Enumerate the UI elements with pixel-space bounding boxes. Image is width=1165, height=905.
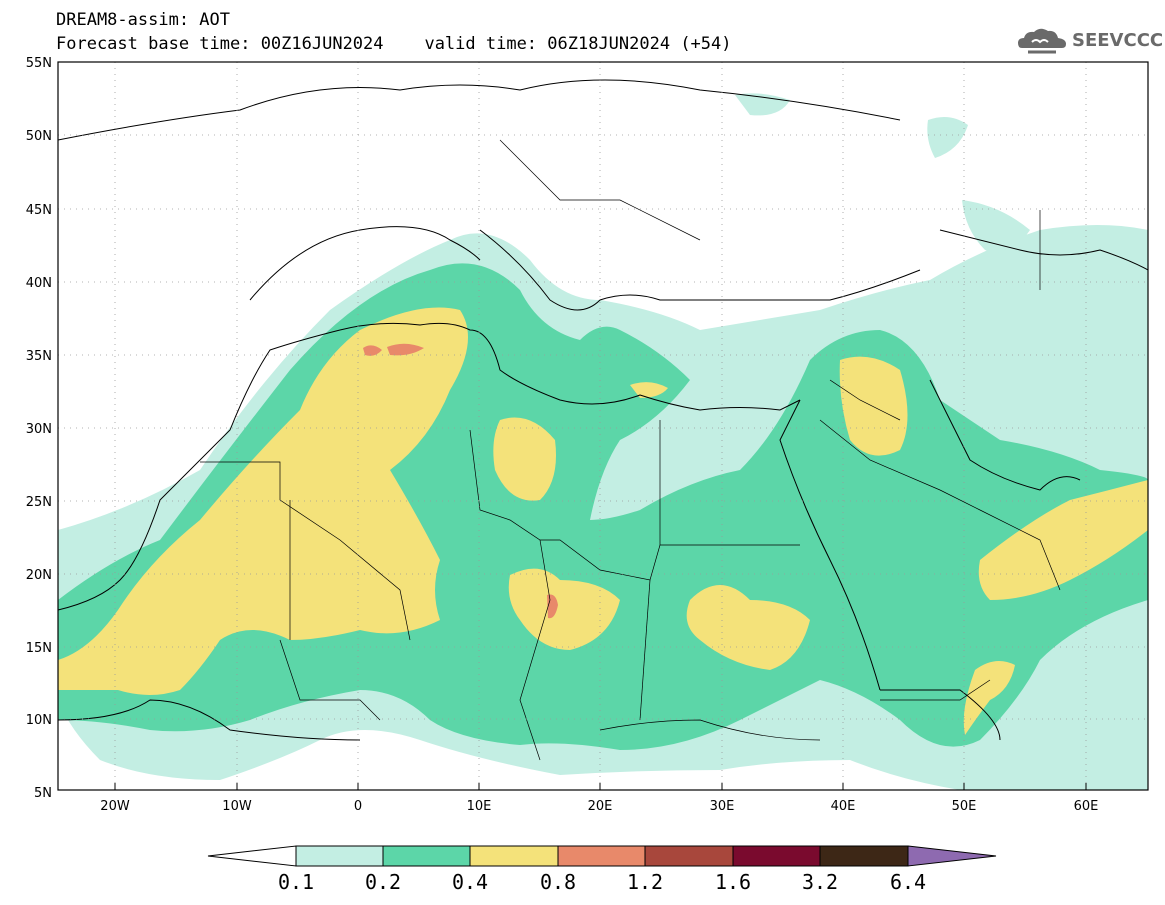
colorbar bbox=[207, 845, 997, 867]
lon-label: 40E bbox=[831, 799, 856, 814]
colorbar-label: 0.4 bbox=[451, 870, 489, 894]
lon-label: 50E bbox=[952, 799, 977, 814]
colorbar-label: 1.2 bbox=[626, 870, 664, 894]
lat-label: 45N bbox=[26, 203, 52, 218]
colorbar-segment bbox=[295, 845, 384, 867]
colorbar-label: 6.4 bbox=[889, 870, 927, 894]
lat-label: 15N bbox=[26, 641, 52, 656]
aot-band-0.1-north bbox=[735, 93, 1030, 253]
colorbar-label: 0.8 bbox=[539, 870, 577, 894]
colorbar-over-arrow bbox=[907, 845, 997, 867]
colorbar-segment bbox=[469, 845, 559, 867]
colorbar-label: 3.2 bbox=[801, 870, 839, 894]
colorbar-segment bbox=[557, 845, 646, 867]
map-frame bbox=[57, 61, 1149, 791]
colorbar-label: 0.2 bbox=[364, 870, 402, 894]
logo-text: SEEVCCC bbox=[1072, 30, 1164, 51]
lat-label: 35N bbox=[26, 349, 52, 364]
lon-label: 10W bbox=[222, 799, 252, 814]
colorbar-segment bbox=[644, 845, 734, 867]
aot-field bbox=[58, 93, 1148, 790]
colorbar-under-arrow bbox=[207, 845, 297, 867]
lat-label: 50N bbox=[26, 129, 52, 144]
lon-label: 60E bbox=[1074, 799, 1099, 814]
lon-label: 20E bbox=[588, 799, 613, 814]
lat-label: 30N bbox=[26, 422, 52, 437]
lat-label: 20N bbox=[26, 568, 52, 583]
lon-label: 0 bbox=[354, 799, 362, 814]
forecast-time-line: Forecast base time: 00Z16JUN2024 valid t… bbox=[56, 34, 732, 54]
colorbar-segment bbox=[819, 845, 909, 867]
axis-ticks bbox=[114, 783, 1087, 790]
cloud-icon bbox=[1018, 28, 1066, 54]
colorbar-segment bbox=[382, 845, 471, 867]
colorbar-label: 0.1 bbox=[277, 870, 315, 894]
lon-labels: 20W 10W 0 10E 20E 30E 40E 50E 60E bbox=[100, 799, 1098, 814]
lon-label: 20W bbox=[100, 799, 130, 814]
graticule bbox=[58, 62, 1148, 790]
lat-label: 55N bbox=[26, 56, 52, 71]
lon-label: 10E bbox=[467, 799, 492, 814]
lat-label: 25N bbox=[26, 495, 52, 510]
borders bbox=[200, 139, 1061, 761]
model-title: DREAM8-assim: AOT bbox=[56, 10, 230, 30]
lat-label: 5N bbox=[34, 786, 52, 801]
colorbar-label: 1.6 bbox=[714, 870, 752, 894]
coastlines bbox=[58, 79, 1148, 741]
lat-label: 10N bbox=[26, 713, 52, 728]
colorbar-segment bbox=[732, 845, 821, 867]
lon-label: 30E bbox=[710, 799, 735, 814]
lat-labels: 55N 50N 45N 40N 35N 30N 25N 20N 15N 10N … bbox=[26, 56, 52, 801]
lat-label: 40N bbox=[26, 276, 52, 291]
